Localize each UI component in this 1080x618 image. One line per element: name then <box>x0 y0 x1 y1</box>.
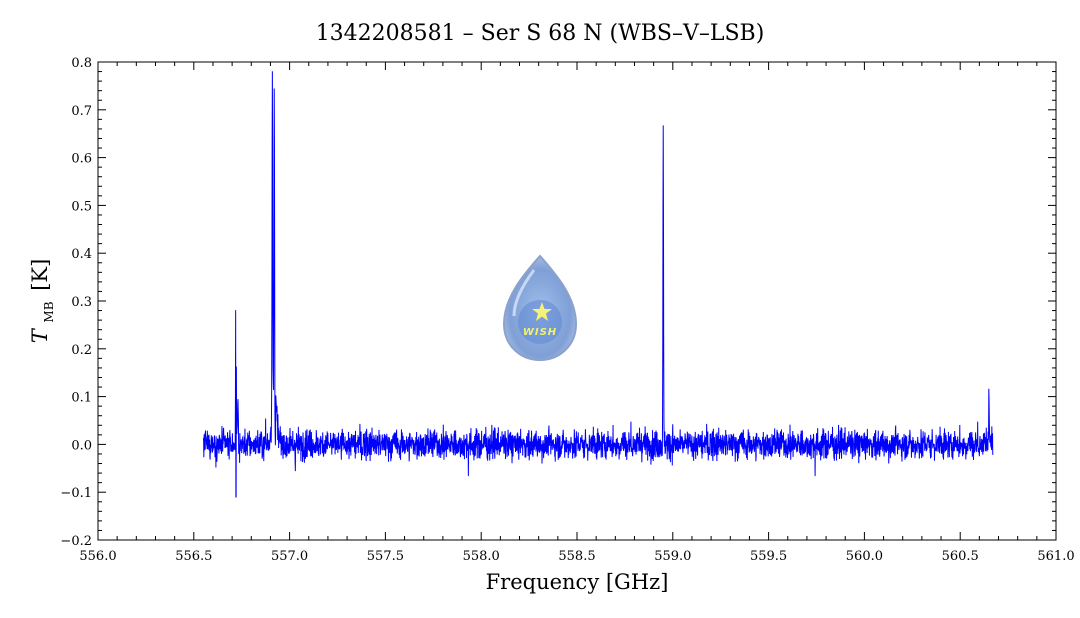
y-tick-label: 0.5 <box>71 199 92 214</box>
wish-logo: WISH <box>502 254 578 362</box>
x-tick-label: 558.0 <box>463 549 500 564</box>
plot-frame <box>97 61 1057 541</box>
x-tick-label: 560.5 <box>942 549 979 564</box>
x-tick-label: 559.0 <box>654 549 691 564</box>
y-axis-label-sub: MB <box>42 301 56 322</box>
series-spectrum-line <box>202 71 994 498</box>
y-tick-label: 0.0 <box>71 438 92 453</box>
x-tick-label: 561.0 <box>1037 549 1074 564</box>
x-axis-label: Frequency [GHz] <box>486 570 669 594</box>
axis-ticks <box>97 61 1057 541</box>
y-tick-label: 0.8 <box>71 56 92 71</box>
y-axis-label-unit: [K] <box>28 259 52 291</box>
y-tick-label: −0.2 <box>60 534 92 549</box>
svg-text:T MB [K]: T MB [K] <box>28 259 58 344</box>
x-tick-label: 557.0 <box>271 549 308 564</box>
logo-label: WISH <box>523 327 557 338</box>
x-tick-label: 558.5 <box>558 549 595 564</box>
x-tick-label: 556.0 <box>79 549 116 564</box>
x-tick-label: 557.5 <box>367 549 404 564</box>
x-tick-label: 559.5 <box>750 549 787 564</box>
y-tick-labels: −0.2 −0.1 0.0 0.1 0.2 0.3 0.4 0.5 0.6 0.7 0.8 <box>60 56 92 549</box>
star-icon <box>532 302 552 321</box>
y-tick-label: 0.6 <box>71 152 92 167</box>
y-axis-label-main: T <box>28 327 52 343</box>
y-tick-label: −0.1 <box>60 486 92 501</box>
x-tick-labels: 556.0 556.5 557.0 557.5 558.0 558.5 559.0 559.5… <box>79 549 1074 564</box>
y-tick-label: 0.4 <box>71 247 92 262</box>
y-axis-label: T MB [K] <box>28 259 58 344</box>
y-tick-label: 0.7 <box>71 104 92 119</box>
x-tick-label: 556.5 <box>175 549 212 564</box>
y-tick-label: 0.2 <box>71 343 92 358</box>
chart-title: 1342208581 – Ser S 68 N (WBS–V–LSB) <box>316 21 765 46</box>
x-tick-label: 560.0 <box>846 549 883 564</box>
y-tick-label: 0.3 <box>71 295 92 310</box>
y-tick-label: 0.1 <box>71 391 92 406</box>
